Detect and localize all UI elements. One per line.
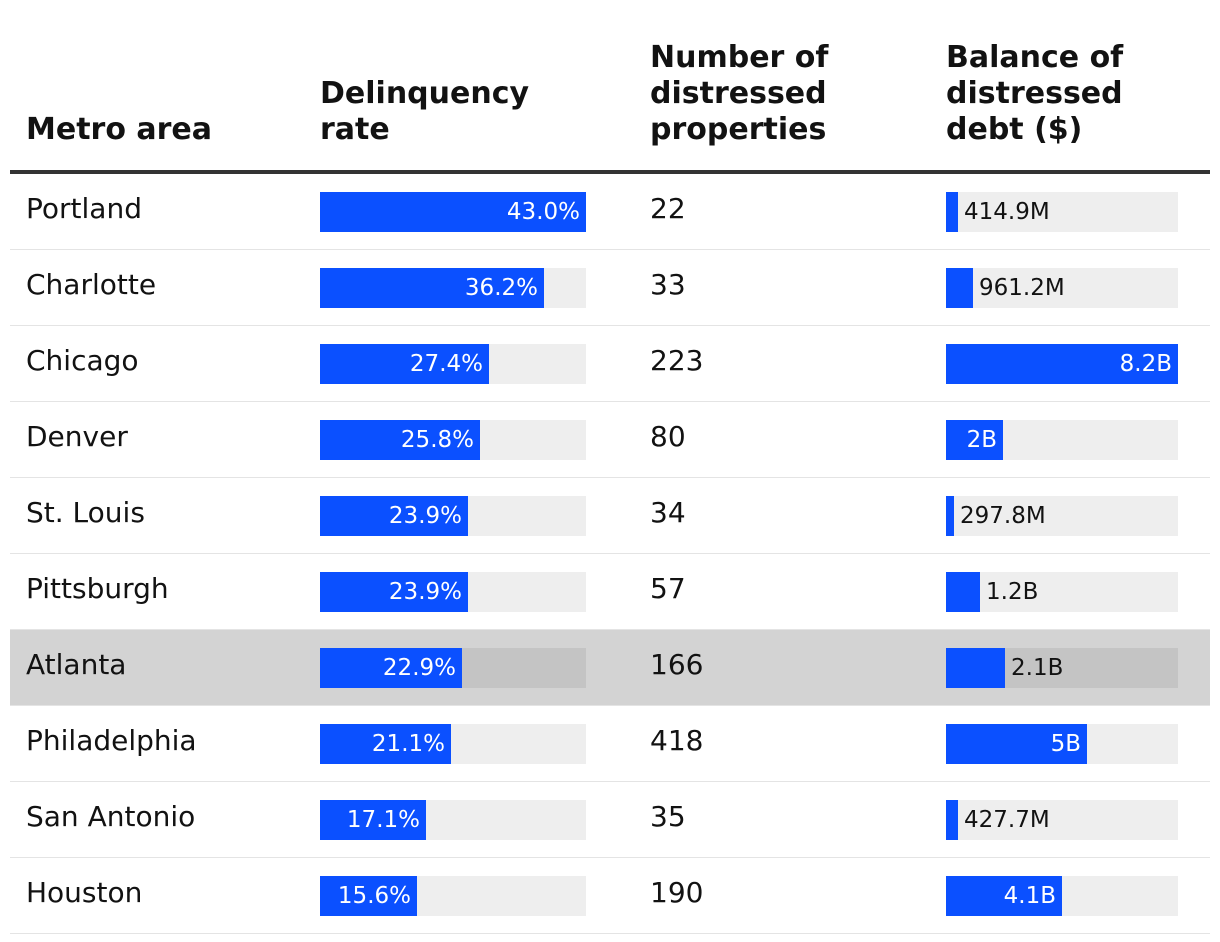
delinquency-label: 36.2% <box>464 275 538 301</box>
metro-name: Charlotte <box>26 268 157 301</box>
debt-bar-track: 297.8M <box>946 496 1178 536</box>
delinquency-label: 17.1% <box>346 807 420 833</box>
delinquency-bar <box>320 268 544 308</box>
debt-bar-track: 4.1B <box>946 876 1178 916</box>
metro-name: San Antonio <box>26 800 196 833</box>
header-distressed-debt: Balance of distressed debt ($) <box>946 40 1124 147</box>
debt-bar <box>946 344 1178 384</box>
delinquency-bar <box>320 496 468 536</box>
metro-name: Chicago <box>26 344 139 377</box>
distressed-count: 418 <box>650 724 704 757</box>
debt-label: 297.8M <box>960 503 1046 529</box>
delinquency-bar-track: 15.6% <box>320 876 586 916</box>
distressed-count: 57 <box>650 572 686 605</box>
delinquency-bar-track: 23.9% <box>320 496 586 536</box>
delinquency-label: 22.9% <box>382 655 456 681</box>
delinquency-bar-track: 27.4% <box>320 344 586 384</box>
header-delinquency-rate: Delinquency rate <box>320 76 530 147</box>
debt-label: 961.2M <box>979 275 1065 301</box>
distressed-count: 33 <box>650 268 686 301</box>
header-metro-area: Metro area <box>26 112 213 147</box>
debt-bar <box>946 192 958 232</box>
debt-bar <box>946 724 1087 764</box>
debt-label: 2.1B <box>1011 655 1064 681</box>
delinquency-label: 27.4% <box>409 351 483 377</box>
debt-bar <box>946 268 973 308</box>
debt-bar <box>946 496 954 536</box>
debt-label: 5B <box>1050 731 1081 757</box>
delinquency-label: 21.1% <box>371 731 445 757</box>
metro-name: Pittsburgh <box>26 572 169 605</box>
debt-bar <box>946 648 1005 688</box>
delinquency-bar-track: 25.8% <box>320 420 586 460</box>
debt-bar <box>946 876 1062 916</box>
debt-label: 8.2B <box>1119 351 1172 377</box>
table-row: St. Louis 23.9% 34 297.8M <box>10 478 1210 554</box>
header-distressed-properties: Number of distressed properties <box>650 40 829 147</box>
table-body: Portland 43.0% 22 414.9M Charlotte 36.2% 33 961… <box>10 174 1210 934</box>
delinquency-bar-track: 23.9% <box>320 572 586 612</box>
delinquency-bar-track: 21.1% <box>320 724 586 764</box>
table-row: Denver 25.8% 80 2B <box>10 402 1210 478</box>
debt-bar <box>946 572 980 612</box>
delinquency-bar-track: 17.1% <box>320 800 586 840</box>
table-row: Charlotte 36.2% 33 961.2M <box>10 250 1210 326</box>
debt-label: 1.2B <box>986 579 1039 605</box>
table-row: Pittsburgh 23.9% 57 1.2B <box>10 554 1210 630</box>
distressed-count: 80 <box>650 420 686 453</box>
debt-bar-track: 8.2B <box>946 344 1178 384</box>
metro-name: Houston <box>26 876 143 909</box>
distressed-count: 35 <box>650 800 686 833</box>
delinquency-bar <box>320 344 489 384</box>
debt-bar-track: 5B <box>946 724 1178 764</box>
distressed-count: 166 <box>650 648 704 681</box>
debt-label: 427.7M <box>964 807 1050 833</box>
debt-bar-track: 414.9M <box>946 192 1178 232</box>
delinquency-label: 15.6% <box>337 883 411 909</box>
distressed-count: 190 <box>650 876 704 909</box>
debt-bar-track: 2.1B <box>946 648 1178 688</box>
table-row: Houston 15.6% 190 4.1B <box>10 858 1210 934</box>
debt-label: 2B <box>966 427 997 453</box>
metro-name: Philadelphia <box>26 724 197 757</box>
distressed-count: 223 <box>650 344 704 377</box>
debt-label: 414.9M <box>964 199 1050 225</box>
delinquency-label: 23.9% <box>388 503 462 529</box>
table-row: San Antonio 17.1% 35 427.7M <box>10 782 1210 858</box>
delinquency-bar <box>320 800 426 840</box>
table-row: Portland 43.0% 22 414.9M <box>10 174 1210 250</box>
delinquency-bar <box>320 420 480 460</box>
debt-bar <box>946 420 1003 460</box>
table-row: Chicago 27.4% 223 8.2B <box>10 326 1210 402</box>
metro-name: Atlanta <box>26 648 127 681</box>
metro-name: St. Louis <box>26 496 145 529</box>
table-header: Metro area Delinquency rate Number of di… <box>10 0 1210 174</box>
metro-name: Denver <box>26 420 128 453</box>
table-row: Atlanta 22.9% 166 2.1B <box>10 630 1210 706</box>
delinquency-bar-track: 36.2% <box>320 268 586 308</box>
debt-bar-track: 961.2M <box>946 268 1178 308</box>
delinquency-label: 23.9% <box>388 579 462 605</box>
delinquency-label: 25.8% <box>400 427 474 453</box>
distressed-count: 22 <box>650 192 686 225</box>
delinquency-bar <box>320 724 451 764</box>
delinquency-bar <box>320 572 468 612</box>
debt-bar-track: 1.2B <box>946 572 1178 612</box>
table-row: Philadelphia 21.1% 418 5B <box>10 706 1210 782</box>
debt-label: 4.1B <box>1003 883 1056 909</box>
delinquency-bar-track: 43.0% <box>320 192 586 232</box>
debt-bar-track: 427.7M <box>946 800 1178 840</box>
delinquency-bar-track: 22.9% <box>320 648 586 688</box>
delinquency-label: 43.0% <box>506 199 580 225</box>
delinquency-bar <box>320 648 462 688</box>
delinquency-bar <box>320 192 586 232</box>
delinquency-table: Metro area Delinquency rate Number of di… <box>10 0 1210 934</box>
debt-bar-track: 2B <box>946 420 1178 460</box>
distressed-count: 34 <box>650 496 686 529</box>
debt-bar <box>946 800 958 840</box>
delinquency-bar <box>320 876 417 916</box>
metro-name: Portland <box>26 192 142 225</box>
